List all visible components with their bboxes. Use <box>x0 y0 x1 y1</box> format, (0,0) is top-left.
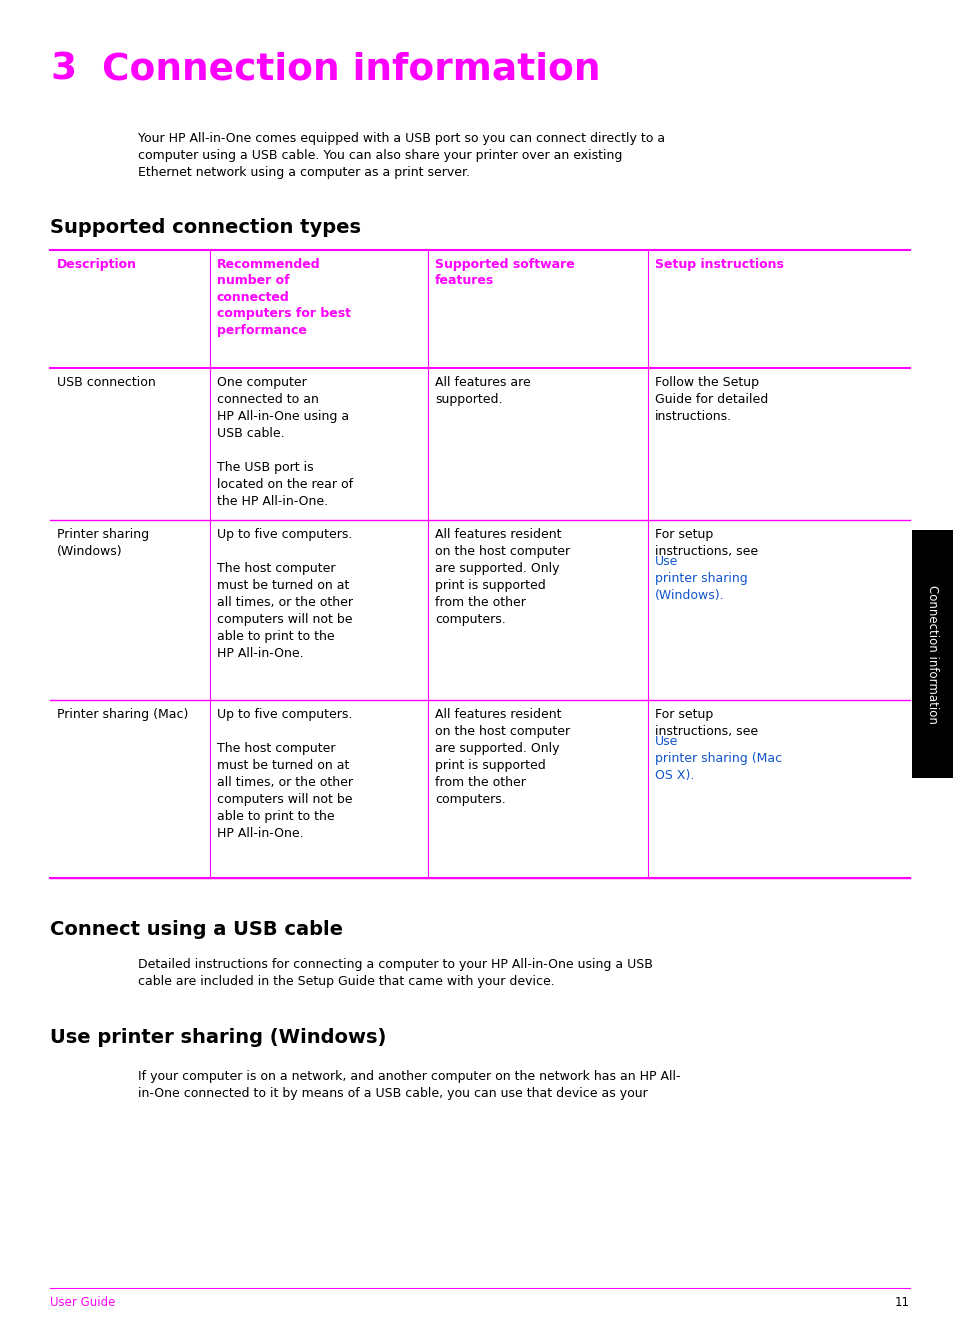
Text: For setup
instructions, see: For setup instructions, see <box>655 528 761 557</box>
Text: For setup
instructions, see: For setup instructions, see <box>655 708 761 738</box>
Text: Connection information: Connection information <box>102 52 599 89</box>
Text: 11: 11 <box>894 1296 909 1309</box>
Text: Description: Description <box>57 258 137 271</box>
Text: USB connection: USB connection <box>57 376 155 388</box>
Text: Use printer sharing (Windows): Use printer sharing (Windows) <box>50 1028 386 1048</box>
Text: Detailed instructions for connecting a computer to your HP All-in-One using a US: Detailed instructions for connecting a c… <box>138 958 652 988</box>
Text: Setup instructions: Setup instructions <box>655 258 783 271</box>
Text: Connect using a USB cable: Connect using a USB cable <box>50 919 343 939</box>
Text: All features resident
on the host computer
are supported. Only
print is supporte: All features resident on the host comput… <box>435 708 570 806</box>
Text: Connection information: Connection information <box>925 585 939 724</box>
Text: Use
printer sharing (Mac
OS X).: Use printer sharing (Mac OS X). <box>655 734 781 782</box>
Text: User Guide: User Guide <box>50 1296 115 1309</box>
Bar <box>911 530 953 778</box>
Text: Printer sharing
(Windows): Printer sharing (Windows) <box>57 528 149 557</box>
Text: Up to five computers.

The host computer
must be turned on at
all times, or the : Up to five computers. The host computer … <box>216 528 353 660</box>
Text: Printer sharing (Mac): Printer sharing (Mac) <box>57 708 188 721</box>
Text: Supported connection types: Supported connection types <box>50 218 360 236</box>
Text: One computer
connected to an
HP All-in-One using a
USB cable.

The USB port is
l: One computer connected to an HP All-in-O… <box>216 376 353 509</box>
Text: 3: 3 <box>50 52 76 89</box>
Text: Supported software
features: Supported software features <box>435 258 574 288</box>
Text: If your computer is on a network, and another computer on the network has an HP : If your computer is on a network, and an… <box>138 1070 679 1100</box>
Text: Use
printer sharing
(Windows).: Use printer sharing (Windows). <box>655 555 747 602</box>
Text: Recommended
number of
connected
computers for best
performance: Recommended number of connected computer… <box>216 258 351 337</box>
Text: Up to five computers.

The host computer
must be turned on at
all times, or the : Up to five computers. The host computer … <box>216 708 353 840</box>
Text: Your HP All-in-One comes equipped with a USB port so you can connect directly to: Your HP All-in-One comes equipped with a… <box>138 132 664 180</box>
Text: Follow the Setup
Guide for detailed
instructions.: Follow the Setup Guide for detailed inst… <box>655 376 767 423</box>
Text: All features resident
on the host computer
are supported. Only
print is supporte: All features resident on the host comput… <box>435 528 570 626</box>
Text: All features are
supported.: All features are supported. <box>435 376 530 406</box>
